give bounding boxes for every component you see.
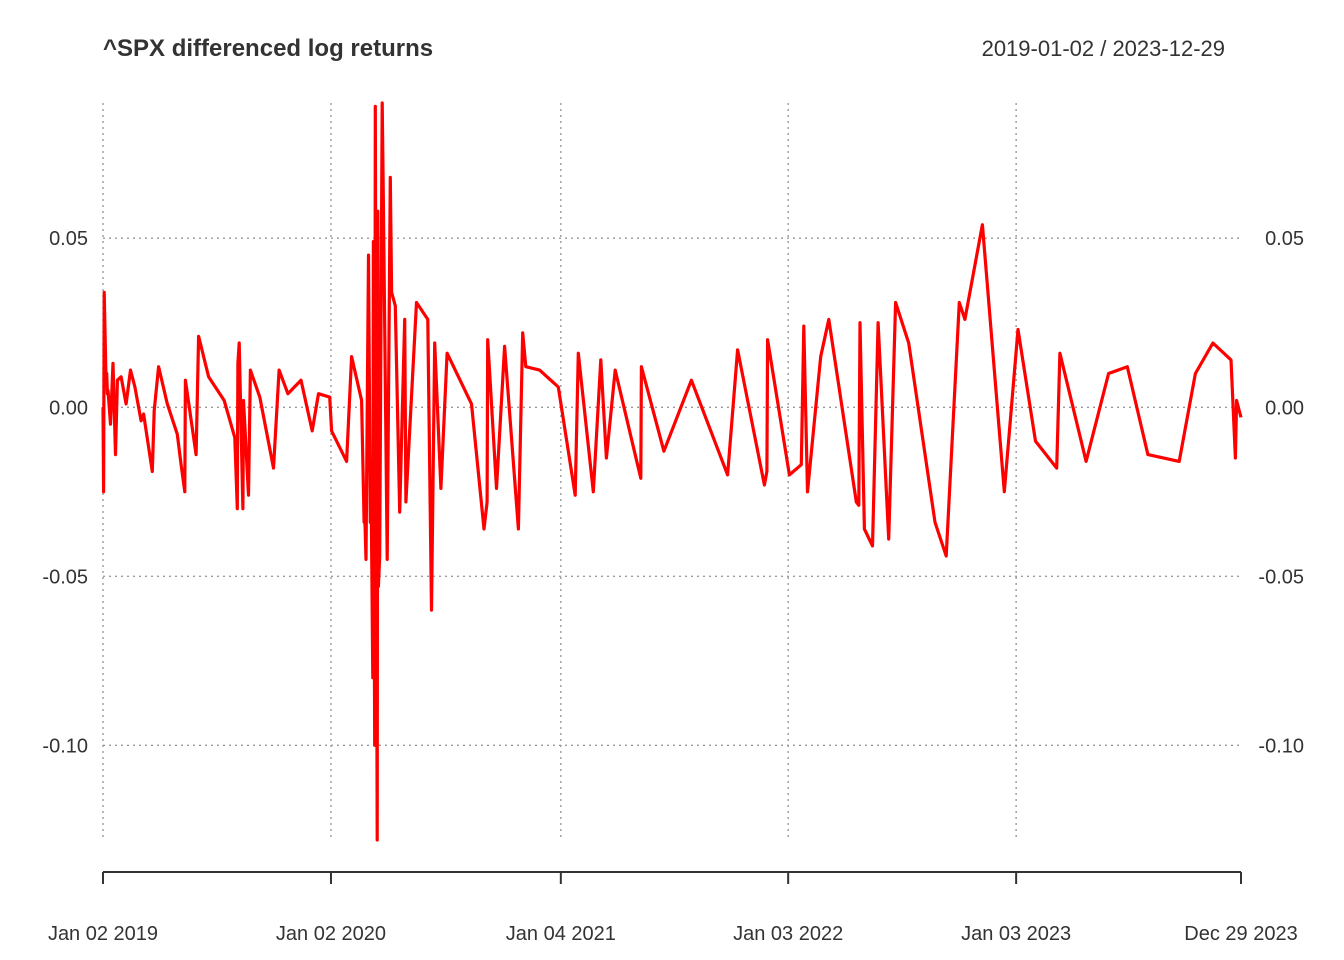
y-tick-label-right: -0.10: [1258, 735, 1304, 757]
y-tick-label-right: 0.00: [1265, 397, 1304, 419]
chart-title: ^SPX differenced log returns: [103, 35, 433, 62]
x-axis: [102, 871, 1242, 884]
x-tick-label: Jan 02 2019: [48, 923, 158, 945]
y-tick-label-right: -0.05: [1258, 566, 1304, 588]
series-layer: [101, 101, 1243, 842]
x-tick-label: Dec 29 2023: [1184, 923, 1297, 945]
series-line-0: [101, 101, 1243, 842]
x-axis-labels: Jan 02 2019 Jan 02 2020 Jan 04 2021 Jan 03 …: [48, 923, 1298, 945]
y-tick-label-left: 0.00: [49, 397, 88, 419]
x-tick-label: Jan 04 2021: [506, 923, 616, 945]
date-range-label: 2019-01-02 / 2023-12-29: [982, 36, 1225, 61]
y-tick-label-left: -0.05: [42, 566, 88, 588]
y-tick-label-left: -0.10: [42, 735, 88, 757]
y-tick-label-left: 0.05: [49, 228, 88, 250]
y-tick-label-right: 0.05: [1265, 228, 1304, 250]
gridlines: [102, 103, 1241, 840]
x-tick-label: Jan 02 2020: [276, 923, 386, 945]
y-axis-labels: 0.05 0.05 0.00 0.00 -0.05 -0.05 -0.10 -0.10: [42, 228, 1304, 757]
x-tick-label: Jan 03 2022: [733, 923, 843, 945]
x-tick-label: Jan 03 2023: [961, 923, 1071, 945]
